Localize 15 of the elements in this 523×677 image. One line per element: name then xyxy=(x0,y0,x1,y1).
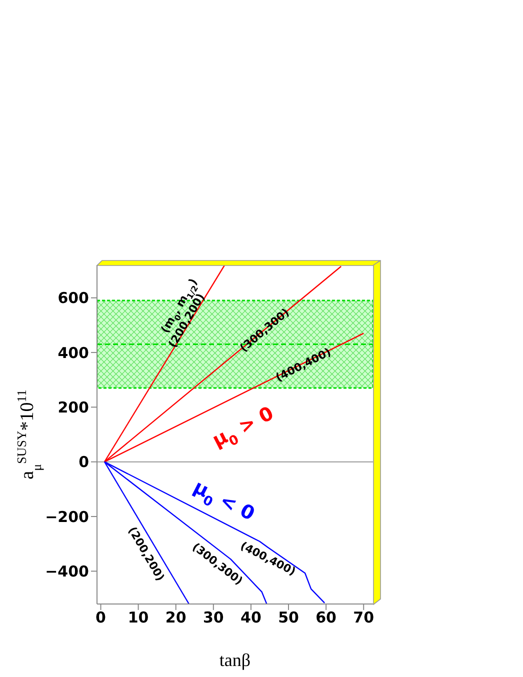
x-tick-label: 50 xyxy=(278,608,299,627)
y-tick-label: 400 xyxy=(58,344,89,362)
y-tick-label: 0 xyxy=(78,453,89,472)
x-tick-label: 20 xyxy=(165,608,186,627)
x-tick-label: 0 xyxy=(96,608,106,627)
x-tick-label: 40 xyxy=(240,608,262,627)
y-tick-label: −200 xyxy=(45,508,89,526)
x-tick-label: 30 xyxy=(202,608,224,627)
x-tick-label: 60 xyxy=(316,608,336,627)
x-tick-label: 10 xyxy=(128,608,149,627)
x-axis-title: tanβ xyxy=(219,650,251,670)
y-tick-label: −400 xyxy=(45,562,89,581)
y-tick-label: 600 xyxy=(58,289,89,308)
x-tick-label: 70 xyxy=(353,608,374,627)
y-tick-label: 200 xyxy=(58,398,89,416)
